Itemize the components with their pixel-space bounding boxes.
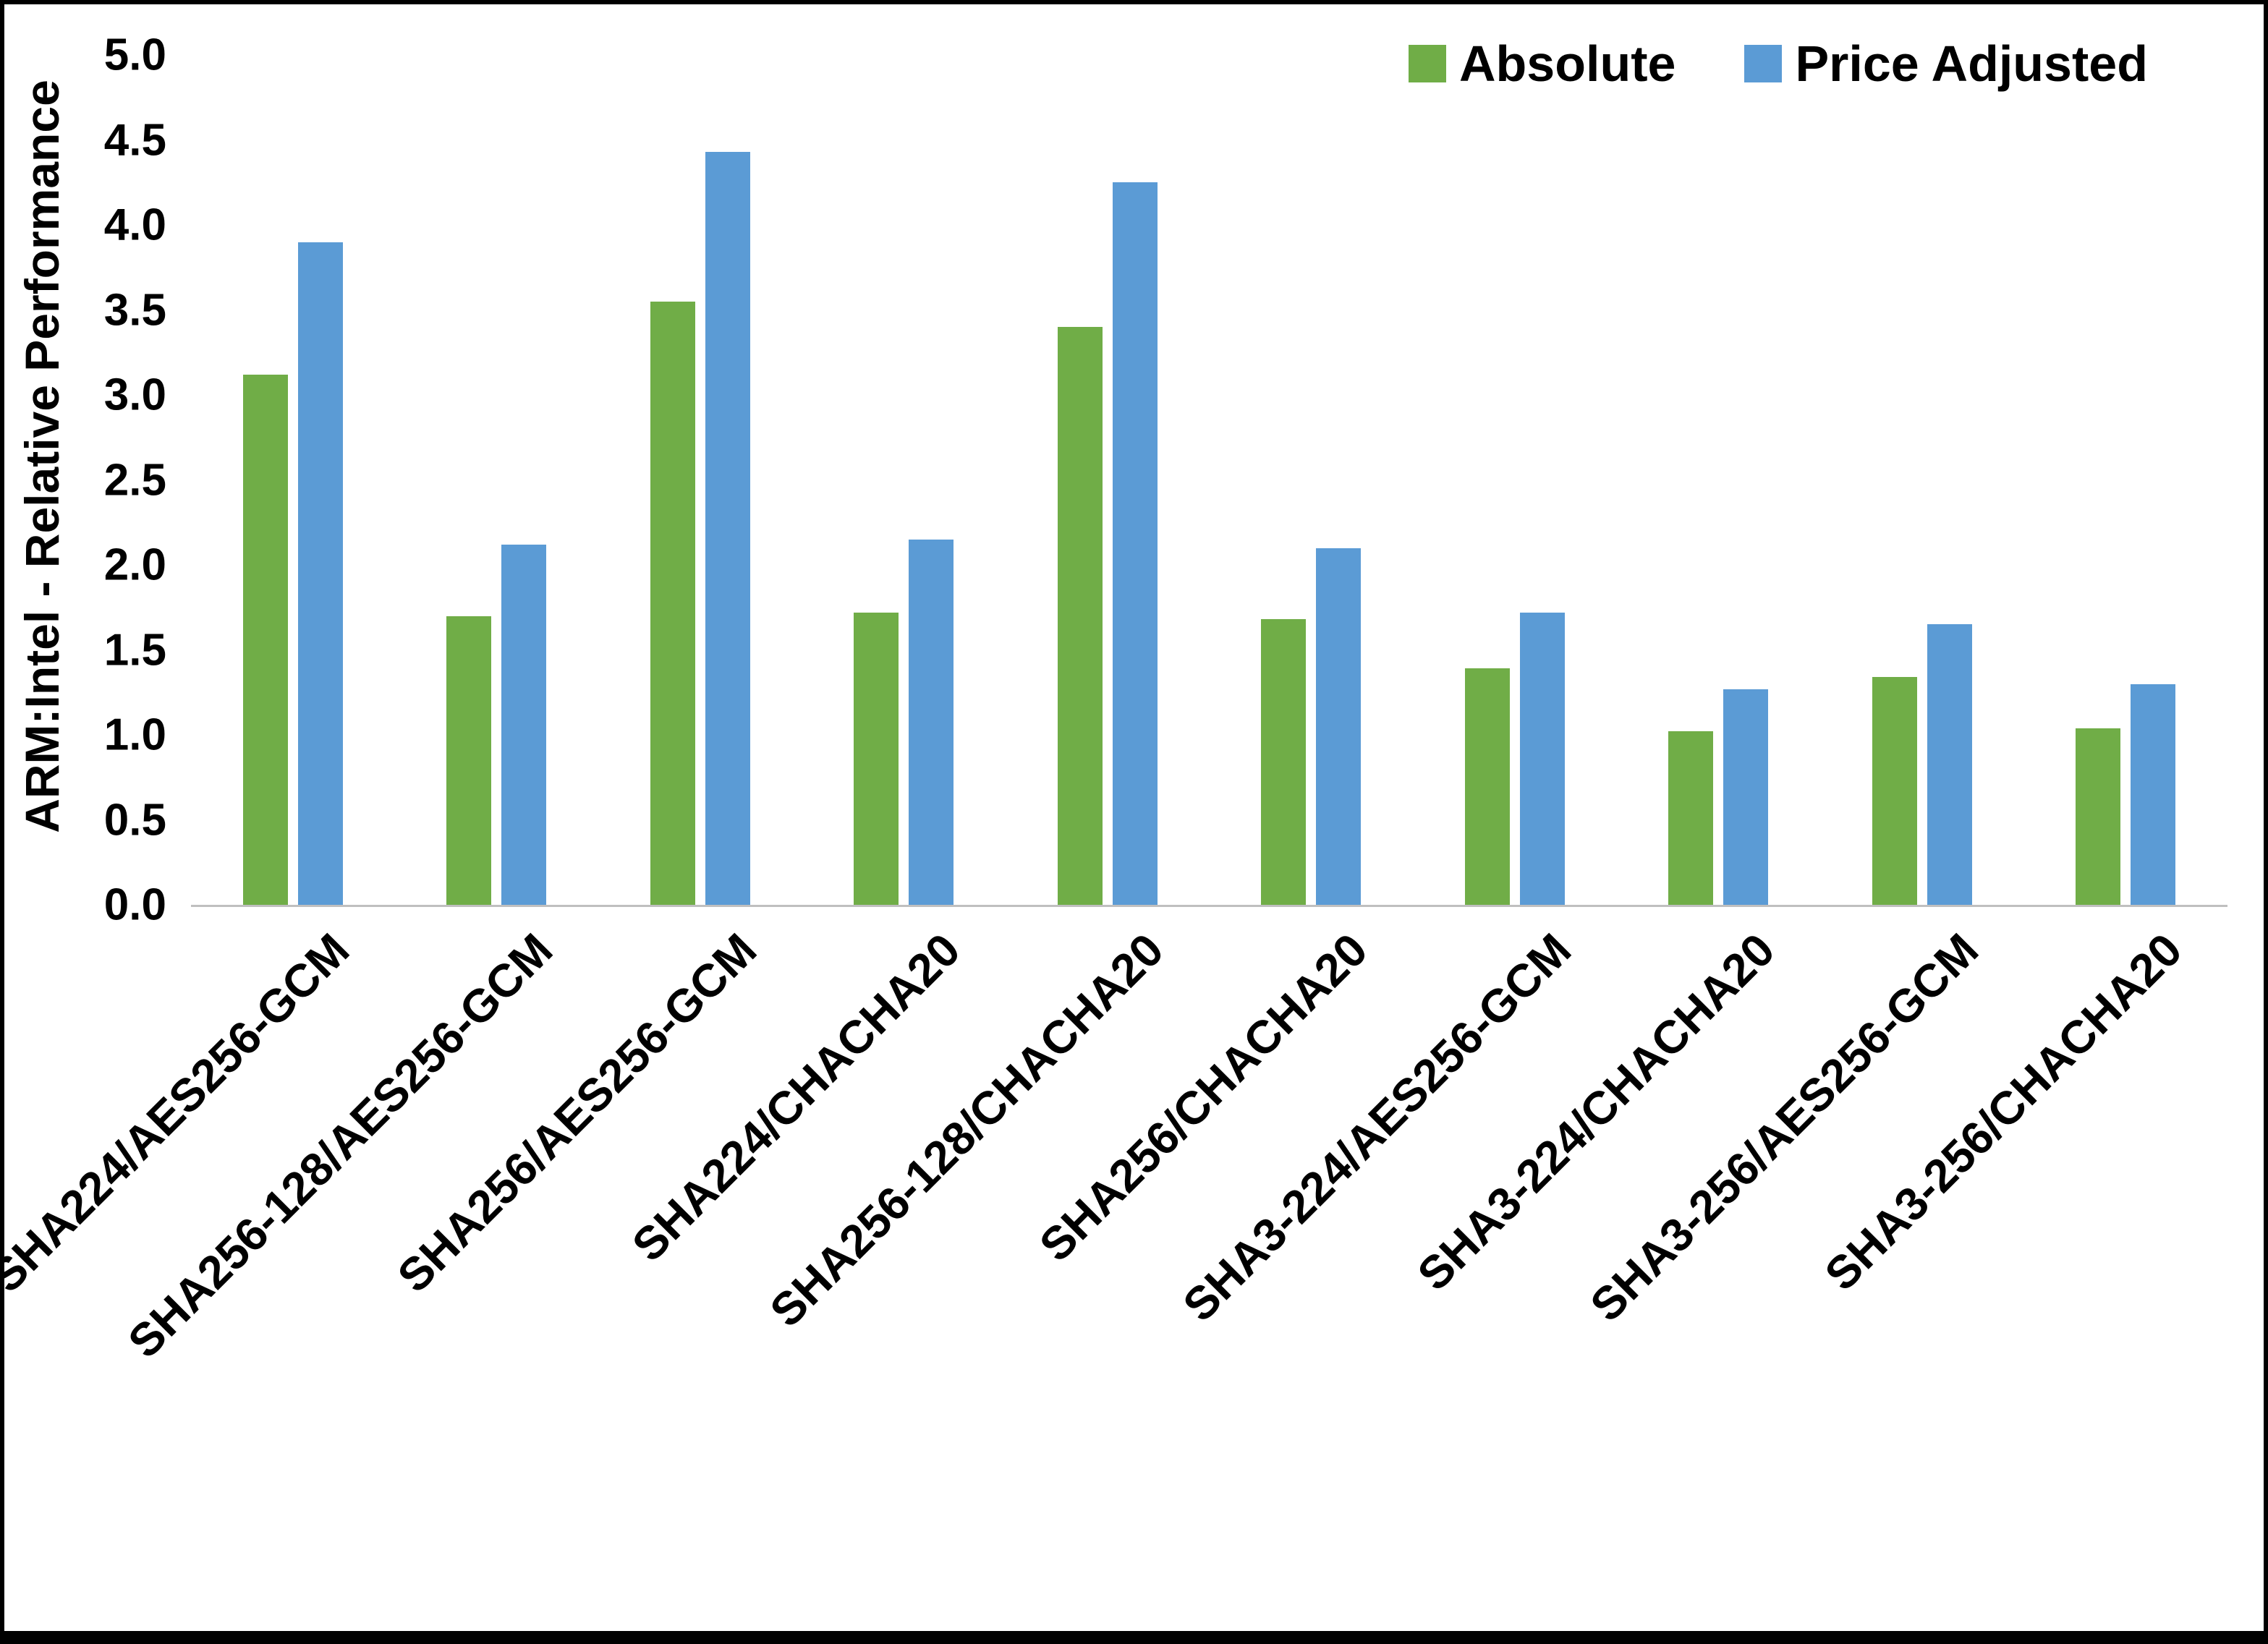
x-category-label: SHA256/AES256-GCM: [387, 923, 767, 1303]
bar-group: [1413, 55, 1617, 905]
legend-swatch-icon: [1744, 45, 1783, 82]
y-tick-label: 0.0: [103, 880, 166, 930]
bar-price-adjusted: [2131, 683, 2176, 905]
bar-price-adjusted: [705, 151, 750, 905]
bar-price-adjusted: [1927, 624, 1972, 905]
legend-label: Price Adjusted: [1795, 35, 2148, 92]
y-tick-label: 3.5: [103, 285, 166, 335]
bar-group: [802, 55, 1006, 905]
x-category-label: SHA3-256/CHACHA20: [1814, 923, 2192, 1300]
y-tick-label: 2.0: [103, 540, 166, 590]
bar-absolute: [1668, 731, 1714, 905]
bar-group: [395, 55, 599, 905]
legend-item: Absolute: [1409, 35, 1675, 93]
bar-absolute: [650, 301, 695, 905]
x-category-label: SHA3-256/AES256-GCM: [1580, 923, 1989, 1332]
bar-absolute: [2076, 728, 2121, 905]
x-category-label: SHA256-128/CHACHA20: [760, 923, 1174, 1337]
y-tick-label: 4.5: [103, 115, 166, 165]
x-category-label: SHA256-128/AES256-GCM: [118, 923, 563, 1368]
x-category-label: SHA3-224/CHACHA20: [1407, 923, 1785, 1300]
x-category-label: SHA3-224/AES256-GCM: [1173, 923, 1581, 1332]
y-tick-label: 3.0: [103, 370, 166, 420]
y-axis-tick-labels: 5.0 4.5 4.0 3.5 3.0 2.5 2.0 1.5 1.0 0.5 0.0: [4, 30, 177, 930]
bar-absolute: [242, 374, 288, 905]
legend-item: Price Adjusted: [1744, 35, 2148, 93]
x-category-label: SHA224/AES256-GCM: [0, 923, 360, 1303]
y-tick-label: 0.5: [103, 795, 166, 845]
legend-swatch-icon: [1409, 45, 1446, 82]
bar-absolute: [854, 612, 899, 905]
bar-group: [2024, 55, 2228, 905]
plot-area: [191, 55, 2227, 907]
bar-absolute: [1057, 327, 1103, 905]
bar-price-adjusted: [297, 242, 343, 905]
bar-group: [1210, 55, 1414, 905]
y-tick-label: 5.0: [103, 30, 166, 80]
bar-price-adjusted: [1112, 182, 1158, 905]
bar-price-adjusted: [501, 544, 547, 905]
x-category-label: SHA224/CHACHA20: [621, 923, 970, 1272]
bar-group: [1617, 55, 1821, 905]
x-axis-category-labels: SHA224/AES256-GCM SHA256-128/AES256-GCM SH…: [4, 916, 2227, 1530]
bar-group: [598, 55, 802, 905]
bar-group: [191, 55, 395, 905]
bar-price-adjusted: [1723, 689, 1769, 905]
bar-absolute: [1261, 619, 1307, 905]
y-tick-label: 1.5: [103, 625, 166, 675]
x-category-label: SHA256/CHACHA20: [1029, 923, 1377, 1272]
y-tick-label: 4.0: [103, 200, 166, 250]
bar-absolute: [446, 616, 492, 905]
bar-absolute: [1872, 677, 1917, 905]
bar-price-adjusted: [1519, 612, 1565, 905]
bar-absolute: [1464, 668, 1510, 905]
y-tick-label: 1.0: [103, 710, 166, 760]
bar-group: [1006, 55, 1210, 905]
chart-legend: Absolute Price Adjusted: [1409, 35, 2148, 93]
y-tick-label: 2.5: [103, 455, 166, 505]
bar-price-adjusted: [1316, 548, 1362, 905]
bar-price-adjusted: [909, 539, 954, 905]
legend-label: Absolute: [1459, 35, 1676, 92]
bar-group: [1820, 55, 2024, 905]
